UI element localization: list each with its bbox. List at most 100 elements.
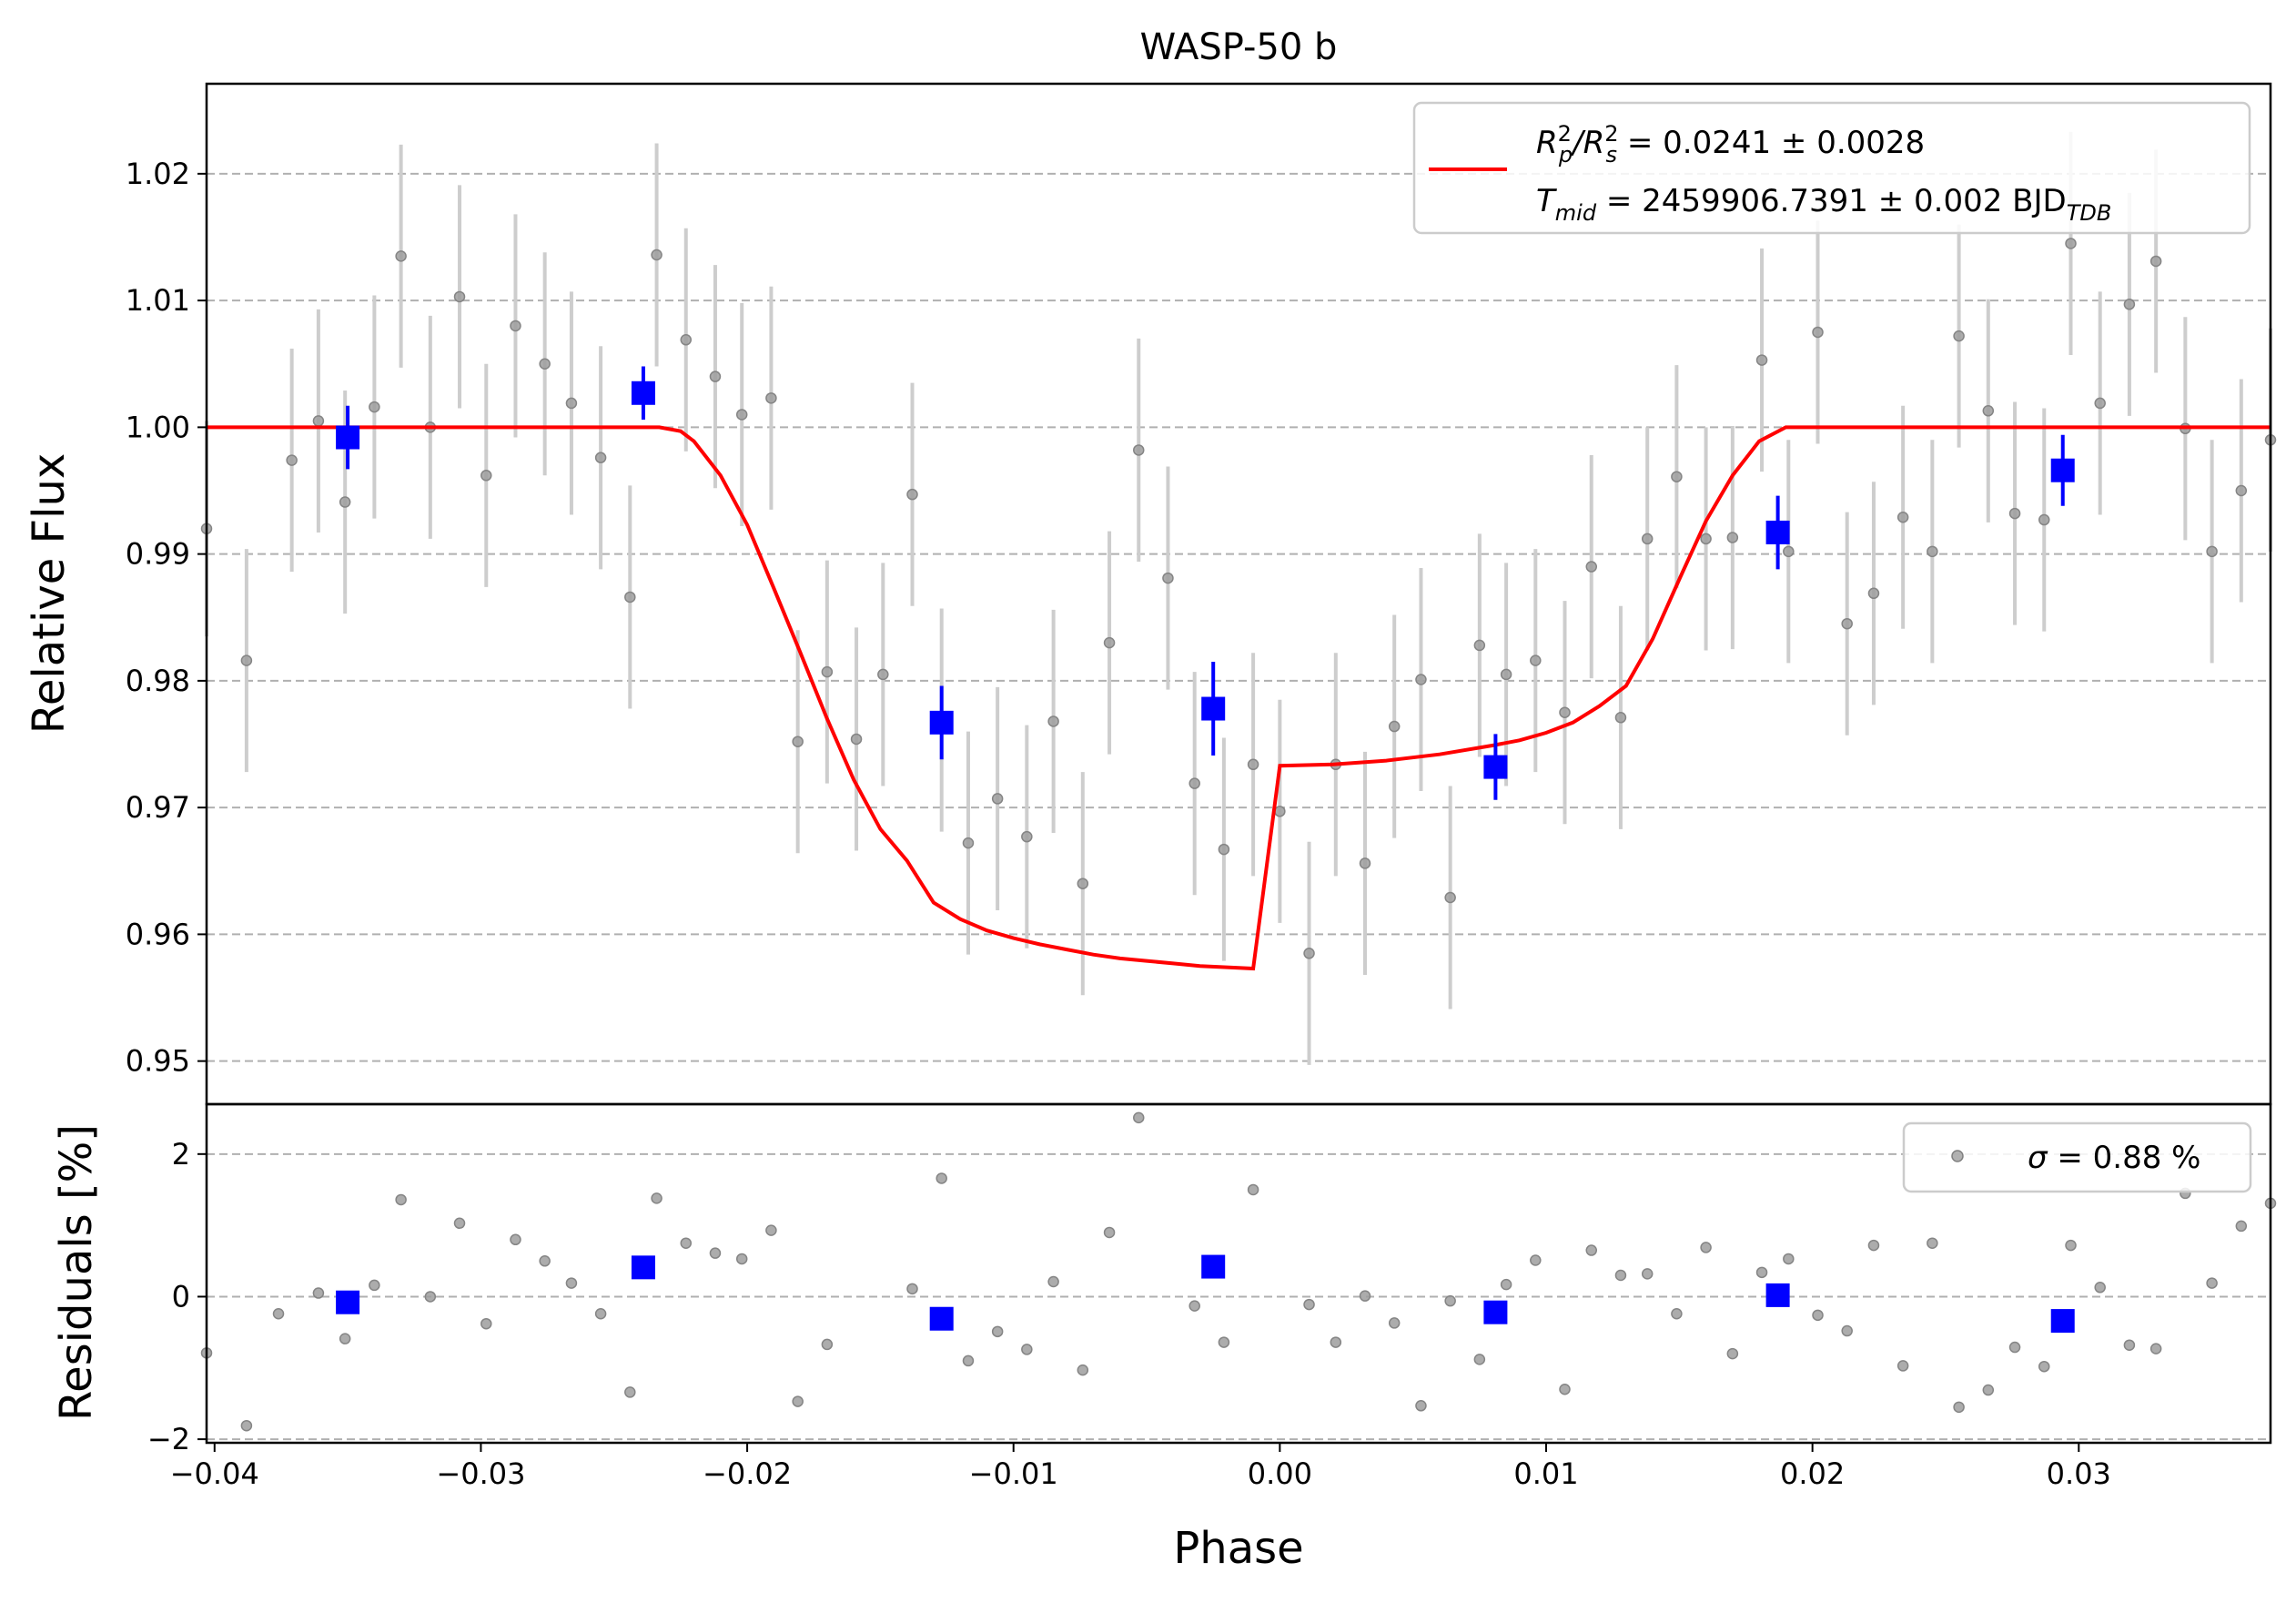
main-y-tick-label: 1.02 [126, 157, 190, 191]
main-y-ticks: 0.95 0.96 0.97 0.98 0.99 1.00 1.01 1.02 [126, 157, 207, 1079]
residual-raw-point [2235, 1220, 2248, 1233]
residual-raw-point [2149, 1343, 2162, 1354]
residual-raw-point [424, 1291, 437, 1303]
raw-point [1218, 843, 1230, 856]
raw-point [1783, 545, 1795, 558]
raw-point [1247, 758, 1259, 771]
residual-raw-point [1841, 1324, 1853, 1337]
raw-point [565, 397, 578, 410]
main-y-tick-label: 1.00 [126, 410, 190, 444]
residual-raw-point [1303, 1298, 1315, 1311]
raw-point [2149, 255, 2162, 268]
raw-point [1726, 532, 1739, 543]
residual-raw-point [2206, 1277, 2218, 1289]
residual-raw-point [1021, 1344, 1033, 1355]
raw-point [1585, 561, 1598, 573]
residual-raw-point [594, 1307, 607, 1320]
raw-point [339, 496, 351, 508]
residual-raw-point [272, 1307, 285, 1320]
raw-point [765, 392, 777, 404]
binned-point [1483, 755, 1508, 779]
residual-raw-point [1700, 1242, 1712, 1253]
residual-raw-point [1585, 1244, 1598, 1256]
raw-point [1077, 878, 1089, 889]
raw-point [877, 668, 889, 681]
raw-point [2038, 513, 2050, 526]
raw-point [1415, 674, 1427, 685]
raw-point [1162, 572, 1174, 584]
raw-point [709, 370, 722, 382]
main-y-tick-label: 0.99 [126, 537, 190, 572]
binned-point [929, 710, 954, 735]
raw-point [2206, 545, 2218, 558]
residual-binned-point [2050, 1309, 2075, 1334]
residual-binned-point [929, 1306, 954, 1331]
binned-point [2050, 458, 2075, 482]
residual-raw-point [1671, 1307, 1683, 1320]
residual-raw-point [651, 1192, 663, 1204]
residual-raw-point [453, 1217, 466, 1230]
x-tick-label: −0.04 [170, 1456, 259, 1491]
main-y-axis-label: Relative Flux [24, 453, 75, 735]
residual-raw-point [936, 1172, 947, 1184]
residual-raw-point [1415, 1400, 1427, 1412]
residual-raw-point [1812, 1309, 1824, 1322]
raw-point [1559, 706, 1571, 718]
x-axis-label: Phase [1173, 1523, 1303, 1574]
residual-y-tick-label: −2 [147, 1422, 190, 1456]
residual-binned-point [1201, 1254, 1226, 1279]
raw-point [1303, 948, 1315, 959]
raw-point [1388, 720, 1401, 733]
residual-y-tick-label: 0 [172, 1279, 190, 1314]
raw-point [395, 250, 407, 262]
x-tick-label: 0.03 [2047, 1456, 2111, 1491]
raw-point [1755, 354, 1768, 366]
residual-raw-point [240, 1419, 253, 1432]
residual-binned-point [1483, 1300, 1508, 1324]
main-binned-points [336, 380, 2075, 779]
residual-raw-point [765, 1224, 777, 1236]
chart-title: WASP-50 b [1140, 26, 1338, 68]
raw-point [1473, 639, 1486, 652]
raw-point [594, 451, 607, 464]
raw-point [1359, 857, 1371, 869]
residual-raw-point [792, 1395, 804, 1407]
residual-raw-point [1473, 1354, 1486, 1365]
raw-point [1841, 617, 1853, 630]
residual-raw-point [1927, 1237, 1938, 1249]
legend-tmid-label: Tmid = 2459906.7391 ± 0.002 BJDTDB [1536, 183, 2111, 226]
residual-raw-point [1982, 1384, 1995, 1396]
raw-point [2008, 507, 2021, 520]
residual-raw-points [200, 1111, 2277, 1432]
residual-raw-point [1330, 1336, 1342, 1348]
residual-raw-point [1530, 1254, 1542, 1266]
raw-point [906, 488, 918, 501]
raw-point [1444, 891, 1456, 904]
residual-raw-point [1896, 1360, 1909, 1372]
residual-raw-point [735, 1253, 748, 1265]
residual-raw-point [2065, 1239, 2077, 1252]
raw-point [1103, 636, 1116, 649]
residual-raw-point [1500, 1278, 1512, 1291]
residual-raw-point [962, 1354, 975, 1367]
raw-point [1982, 405, 1995, 417]
raw-point [1530, 654, 1542, 666]
residual-raw-point [1641, 1268, 1654, 1280]
raw-point [1896, 512, 1909, 523]
residual-raw-point [565, 1277, 578, 1289]
residual-raw-point [1103, 1226, 1116, 1239]
main-y-tick-label: 0.97 [126, 790, 190, 825]
residual-raw-point [624, 1386, 636, 1398]
raw-point [1867, 587, 1880, 600]
raw-point [1274, 806, 1286, 817]
x-tick-label: 0.02 [1780, 1456, 1845, 1491]
raw-point [1953, 330, 1965, 342]
raw-point [1671, 471, 1683, 482]
raw-point [735, 409, 748, 421]
residual-raw-point [991, 1325, 1004, 1338]
raw-point [453, 290, 466, 303]
residual-raw-point [821, 1338, 834, 1351]
raw-point [369, 401, 380, 413]
raw-point [624, 591, 636, 604]
raw-point [2094, 397, 2106, 410]
